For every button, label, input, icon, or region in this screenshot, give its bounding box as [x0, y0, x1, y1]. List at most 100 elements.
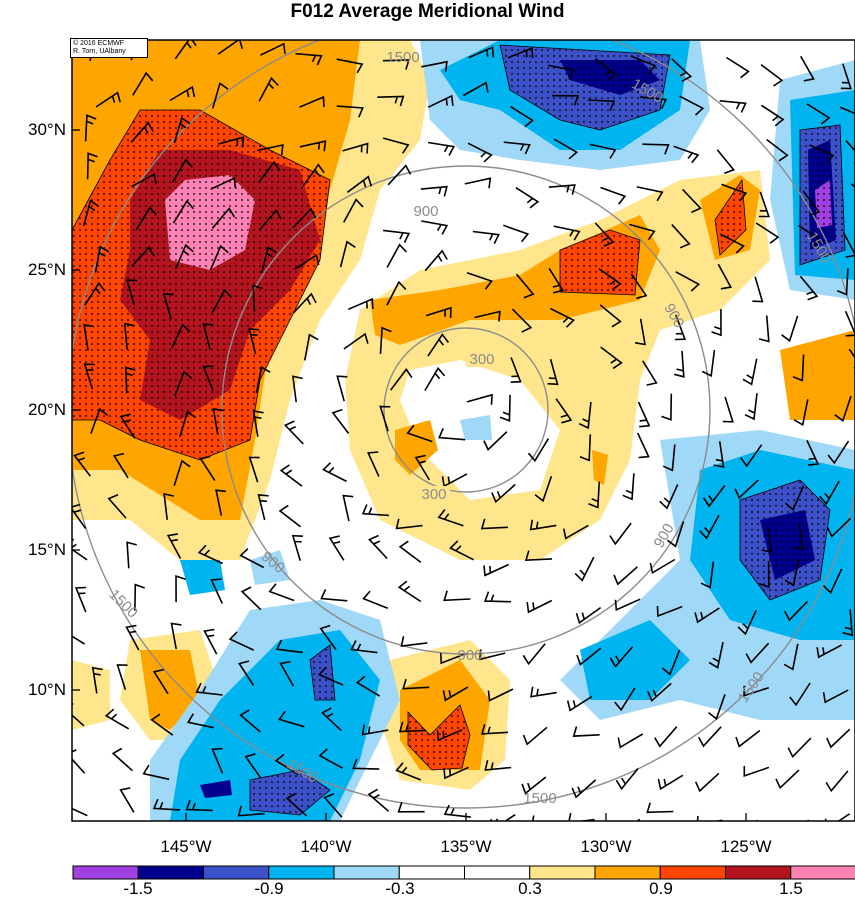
wind-barb	[134, 583, 145, 611]
wind-barb	[702, 484, 726, 508]
wind-barb	[699, 514, 720, 540]
wind-barb	[822, 689, 849, 704]
contour-label-300-top: 300	[469, 351, 494, 368]
wind-barb	[745, 642, 770, 664]
lon-label-130w: 130°W	[580, 837, 632, 856]
wind-barb	[708, 694, 726, 721]
wind-barb	[202, 365, 214, 391]
wind-barb	[667, 521, 685, 548]
wind-barb	[499, 394, 511, 422]
wind-barb	[173, 116, 191, 144]
contour-label-900-bottom: 900	[457, 647, 482, 664]
wind-barb	[427, 333, 450, 357]
wind-barb	[84, 281, 106, 306]
wind-barb	[563, 524, 589, 540]
lat-label-10n: 10°N	[28, 680, 66, 699]
wind-barb	[716, 149, 736, 175]
wind-barb	[449, 540, 475, 561]
wind-barb	[283, 420, 304, 445]
wind-barb	[761, 526, 773, 553]
wind-barb	[758, 191, 770, 218]
wind-barb	[842, 232, 855, 258]
wind-barb	[124, 366, 136, 394]
wind-barb	[336, 375, 348, 402]
wind-barb	[659, 484, 679, 510]
wind-barb	[83, 323, 95, 351]
wind-barb	[510, 105, 534, 128]
wind-barb	[588, 481, 601, 509]
wind-barb	[464, 177, 492, 189]
wind-barb	[152, 668, 169, 695]
wind-barb	[766, 138, 789, 162]
colorbar-swatch-10	[725, 865, 792, 880]
wind-barb	[90, 407, 108, 434]
wind-barb	[503, 141, 531, 155]
contour-label-1500-bottom: 1500	[523, 790, 556, 807]
wind-barb	[589, 143, 617, 159]
wind-barb	[111, 747, 133, 772]
wind-barb	[361, 724, 389, 736]
wind-barb	[661, 393, 673, 421]
wind-barb	[172, 199, 195, 224]
contour-300km	[383, 327, 549, 493]
colorbar-swatch-4	[333, 865, 400, 880]
lon-label-135w: 135°W	[440, 837, 492, 856]
wind-barb	[119, 787, 135, 813]
lat-label-30n: 30°N	[28, 120, 66, 139]
wind-barb	[292, 207, 317, 229]
contour-label-300-bottom: 300	[421, 486, 446, 503]
wind-barb	[682, 188, 702, 214]
wind-barb	[73, 451, 91, 477]
wind-barb	[553, 225, 581, 241]
wind-barb	[646, 802, 674, 814]
wind-barb	[574, 556, 595, 582]
wind-barb	[119, 413, 136, 439]
wind-barb	[675, 271, 701, 292]
wind-barb	[199, 455, 216, 482]
wind-barb	[609, 522, 632, 546]
wind-barb	[744, 393, 758, 421]
wind-barb	[203, 628, 218, 655]
wind-barb	[550, 307, 575, 328]
wind-barb	[674, 314, 687, 341]
wind-barb	[649, 558, 676, 575]
wind-barb	[740, 444, 763, 468]
wind-barb	[339, 240, 356, 268]
wind-barb	[836, 268, 849, 296]
wind-barb	[425, 306, 452, 318]
wind-barb	[609, 646, 634, 668]
wind-barb	[406, 424, 433, 443]
wind-barb	[320, 707, 342, 732]
credit-box: © 2016 ECMWF R. Torn, UAlbany	[70, 38, 148, 58]
wind-barb	[420, 185, 448, 197]
wind-barb	[174, 243, 194, 270]
wind-barb	[285, 792, 307, 817]
wind-barb	[548, 64, 576, 80]
colorbar-label-0: -1.5	[123, 879, 153, 898]
wind-barb	[215, 489, 227, 516]
wind-barb	[694, 607, 720, 624]
wind-barb	[819, 480, 840, 506]
wind-barb	[292, 292, 317, 314]
wind-barb	[123, 322, 135, 350]
wind-barb	[575, 606, 602, 625]
wind-barb	[210, 177, 237, 190]
wind-barb	[654, 726, 678, 748]
wind-barb	[799, 275, 819, 301]
wind-barb	[367, 451, 380, 477]
lat-label-15n: 15°N	[28, 540, 66, 559]
wind-barb	[711, 309, 722, 337]
colorbar-swatch-7	[529, 865, 596, 880]
wind-barb	[622, 473, 635, 501]
wind-barb	[526, 599, 553, 614]
wind-barb	[755, 222, 780, 244]
wind-barb	[421, 220, 449, 235]
wind-barb	[125, 624, 140, 651]
wind-barb	[637, 401, 651, 428]
wind-barb	[647, 682, 672, 703]
wind-barb	[617, 733, 644, 749]
wind-barb	[397, 802, 425, 813]
wind-barb	[162, 293, 174, 320]
wind-barb	[802, 190, 821, 216]
wind-barb	[781, 315, 799, 343]
